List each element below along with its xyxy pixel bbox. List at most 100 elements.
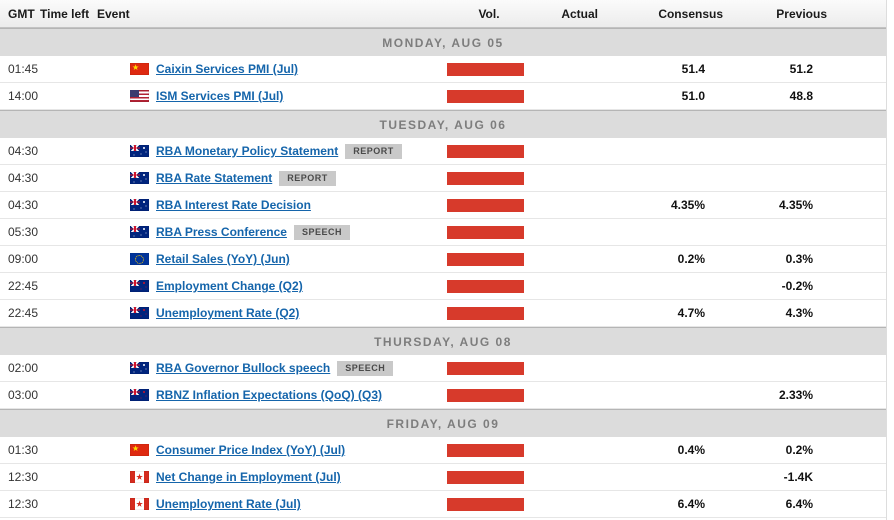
previous-value: 6.4% [785, 497, 813, 511]
consensus-value: 4.35% [670, 198, 705, 212]
table-row: 12:30 Unemployment Rate (Jul) 6.4% 6.4% [0, 491, 886, 518]
european-union-flag [130, 253, 149, 265]
volatility-bar [447, 171, 524, 185]
event-time: 22:45 [8, 279, 39, 293]
event-time: 01:30 [8, 443, 39, 457]
usa-flag [130, 90, 149, 102]
event-type-badge: REPORT [279, 170, 336, 186]
volatility-bar [447, 252, 524, 266]
previous-value: -1.4K [783, 470, 813, 484]
event-time: 03:00 [8, 388, 39, 402]
event-time: 05:30 [8, 225, 39, 239]
day-label: TUESDAY, AUG 06 [379, 117, 507, 132]
table-row: 04:30 RBA Rate Statement REPORT [0, 165, 886, 192]
previous-value: 51.2 [789, 62, 813, 76]
previous-value: -0.2% [781, 279, 813, 293]
day-label: THURSDAY, AUG 08 [374, 334, 512, 349]
event-link[interactable]: RBA Interest Rate Decision [156, 198, 311, 212]
previous-value: 4.3% [785, 306, 813, 320]
volatility-bar [447, 225, 524, 239]
consensus-value: 0.4% [677, 443, 705, 457]
china-flag [130, 443, 149, 456]
previous-value: 2.33% [778, 388, 813, 402]
column-header-consensus: Consensus [658, 6, 723, 21]
event-link[interactable]: RBA Rate Statement [156, 171, 273, 185]
event-link[interactable]: RBA Monetary Policy Statement [156, 144, 339, 158]
table-row: 01:45 Caixin Services PMI (Jul) 51.4 51.… [0, 56, 886, 83]
day-label: FRIDAY, AUG 09 [386, 416, 500, 431]
event-link[interactable]: ISM Services PMI (Jul) [156, 89, 284, 103]
event-link[interactable]: RBA Press Conference [156, 225, 287, 239]
table-row: 04:30 RBA Interest Rate Decision 4.35% 4… [0, 192, 886, 219]
china-flag [130, 62, 149, 75]
event-time: 02:00 [8, 361, 39, 375]
consensus-value: 51.0 [681, 89, 705, 103]
event-time: 09:00 [8, 252, 39, 266]
volatility-bar [447, 388, 524, 402]
volatility-bar [447, 279, 524, 293]
event-link[interactable]: Net Change in Employment (Jul) [156, 470, 341, 484]
australia-flag [130, 145, 149, 157]
australia-flag [130, 172, 149, 184]
event-link[interactable]: Unemployment Rate (Jul) [156, 497, 301, 511]
event-link[interactable]: Retail Sales (YoY) (Jun) [156, 252, 290, 266]
column-header-vol: Vol. [478, 6, 500, 21]
event-time: 12:30 [8, 470, 39, 484]
day-header: MONDAY, AUG 05 [0, 28, 886, 56]
australia-flag [130, 199, 149, 211]
table-header: GMT Time left Event Vol. Actual Consensu… [0, 0, 886, 28]
table-row: 12:30 Net Change in Employment (Jul) -1.… [0, 464, 886, 491]
canada-flag [130, 471, 149, 483]
previous-value: 48.8 [789, 89, 813, 103]
consensus-value: 0.2% [677, 252, 705, 266]
event-time: 04:30 [8, 144, 39, 158]
canada-flag [130, 498, 149, 510]
volatility-bar [447, 89, 524, 103]
table-row: 05:30 RBA Press Conference SPEECH [0, 219, 886, 246]
volatility-bar [447, 361, 524, 375]
volatility-bar [447, 62, 524, 76]
column-header-event: Event [97, 6, 130, 21]
consensus-value: 6.4% [677, 497, 705, 511]
column-header-time-left: Time left [40, 6, 90, 21]
table-row: 22:45 Employment Change (Q2) -0.2% [0, 273, 886, 300]
event-link[interactable]: RBNZ Inflation Expectations (QoQ) (Q3) [156, 388, 383, 402]
event-type-badge: SPEECH [293, 224, 350, 240]
volatility-bar [447, 198, 524, 212]
day-header: FRIDAY, AUG 09 [0, 409, 886, 437]
new-zealand-flag [130, 389, 149, 401]
event-time: 12:30 [8, 497, 39, 511]
day-label: MONDAY, AUG 05 [382, 35, 504, 50]
table-row: 14:00 ISM Services PMI (Jul) 51.0 48.8 [0, 83, 886, 110]
event-time: 22:45 [8, 306, 39, 320]
new-zealand-flag [130, 307, 149, 319]
new-zealand-flag [130, 280, 149, 292]
event-time: 14:00 [8, 89, 39, 103]
event-link[interactable]: Employment Change (Q2) [156, 279, 303, 293]
day-header: TUESDAY, AUG 06 [0, 110, 886, 138]
previous-value: 0.2% [785, 443, 813, 457]
table-row: 22:45 Unemployment Rate (Q2) 4.7% 4.3% [0, 300, 886, 327]
event-type-badge: REPORT [345, 143, 402, 159]
table-row: 02:00 RBA Governor Bullock speech SPEECH [0, 355, 886, 382]
event-link[interactable]: Caixin Services PMI (Jul) [156, 62, 299, 76]
day-header: THURSDAY, AUG 08 [0, 327, 886, 355]
event-link[interactable]: Consumer Price Index (YoY) (Jul) [156, 443, 346, 457]
event-link[interactable]: Unemployment Rate (Q2) [156, 306, 300, 320]
column-header-actual: Actual [561, 6, 598, 21]
calendar-body: MONDAY, AUG 05 01:45 Caixin Services PMI… [0, 28, 886, 518]
volatility-bar [447, 497, 524, 511]
event-type-badge: SPEECH [337, 360, 394, 376]
volatility-bar [447, 470, 524, 484]
previous-value: 4.35% [778, 198, 813, 212]
table-row: 09:00 Retail Sales (YoY) (Jun) 0.2% 0.3% [0, 246, 886, 273]
event-time: 04:30 [8, 171, 39, 185]
previous-value: 0.3% [785, 252, 813, 266]
scrollbar-track[interactable] [886, 0, 894, 520]
australia-flag [130, 362, 149, 374]
volatility-bar [447, 144, 524, 158]
table-row: 04:30 RBA Monetary Policy Statement REPO… [0, 138, 886, 165]
table-row: 01:30 Consumer Price Index (YoY) (Jul) 0… [0, 437, 886, 464]
event-link[interactable]: RBA Governor Bullock speech [156, 361, 331, 375]
